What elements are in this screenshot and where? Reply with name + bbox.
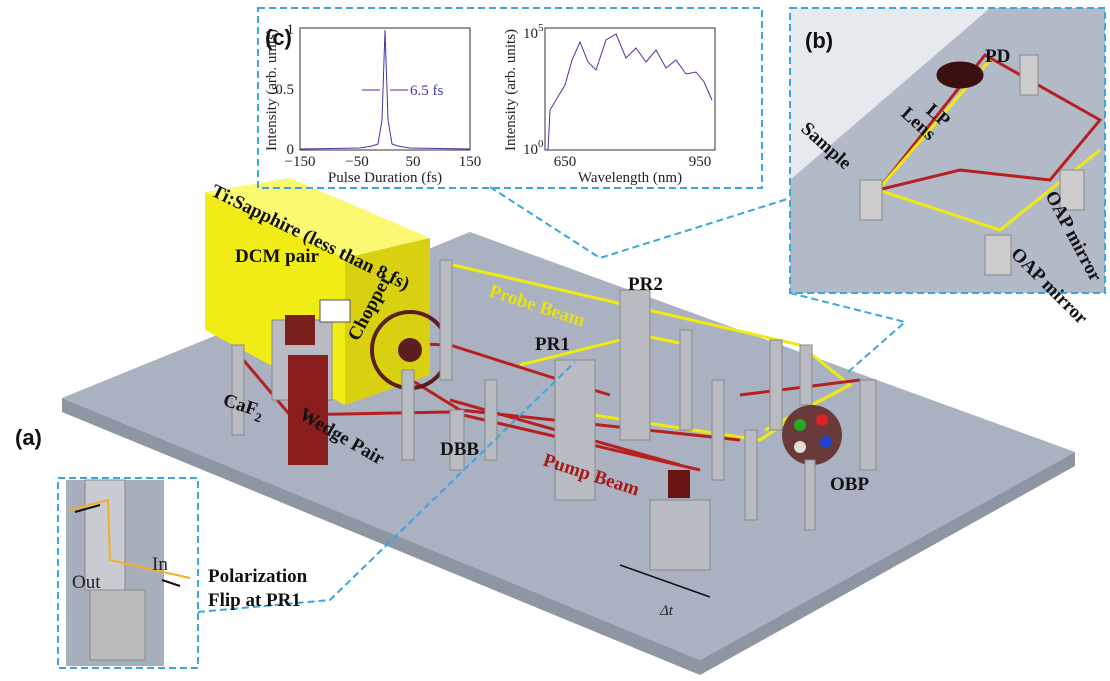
x-tick-label: 950 [689, 154, 712, 170]
shape [320, 300, 350, 322]
shape [745, 430, 757, 520]
pd-label: PD [985, 46, 1010, 67]
shape [1020, 55, 1038, 95]
in-label: In [152, 554, 168, 575]
pr2-label: PR2 [628, 274, 663, 295]
tick-base: 10 [523, 26, 538, 42]
tick-base: 10 [523, 142, 538, 158]
shape [90, 590, 145, 660]
shape [805, 460, 815, 530]
tick-exp: 5 [538, 22, 544, 34]
shape [860, 380, 876, 470]
x-tick-label: 650 [554, 154, 577, 170]
shape [770, 340, 782, 430]
shape [300, 28, 470, 150]
shape [680, 330, 692, 430]
shape [440, 260, 452, 380]
shape [545, 28, 715, 150]
shape [938, 63, 982, 87]
annotation: 6.5 fs [410, 83, 443, 99]
panel-label: (b) [805, 28, 833, 53]
shape [398, 338, 422, 362]
pulse-plot [300, 28, 470, 150]
obp-label: OBP [830, 474, 869, 495]
x-axis-label: Pulse Duration (fs) [328, 170, 442, 186]
shape [402, 370, 414, 460]
y-axis-label: Intensity (arb. units) [264, 29, 280, 151]
shape [490, 187, 800, 258]
shape [800, 345, 812, 405]
caption-line: Polarization [208, 566, 308, 587]
shape [620, 290, 650, 440]
shape [485, 380, 497, 460]
pr1-label: PR1 [535, 334, 570, 355]
spectrum-plot [545, 28, 715, 150]
x-tick-label: 50 [406, 154, 421, 170]
shape [985, 235, 1011, 275]
shape [794, 419, 806, 431]
shape [794, 441, 806, 453]
x-axis-label: Wavelength (nm) [578, 170, 682, 186]
dbb-label: DBB [440, 439, 479, 460]
shape [816, 414, 828, 426]
shape [712, 380, 724, 480]
shape [782, 405, 842, 465]
x-tick-label: 150 [459, 154, 482, 170]
dcm-label: DCM pair [235, 246, 319, 267]
shape [650, 500, 710, 570]
out-label: Out [72, 572, 101, 593]
shape [232, 345, 244, 435]
shape [162, 580, 180, 586]
shape [300, 30, 470, 149]
y-tick-label: 1 [287, 22, 295, 38]
y-tick-label: 105 [523, 22, 544, 42]
y-axis-label: Intensity (arb. units) [503, 29, 519, 151]
shape [820, 436, 832, 448]
shape [860, 180, 882, 220]
caption-line: Flip at PR1 [208, 590, 301, 611]
tick-exp: 0 [538, 138, 544, 150]
figure: Ti:Sapphire (less than 8 fs) DCM pair Ch… [0, 0, 1110, 681]
y-tick-label: 100 [523, 138, 544, 158]
delay-label: Δt [659, 603, 674, 619]
panel-label: (a) [15, 425, 42, 450]
shape [285, 315, 315, 345]
shape [668, 470, 690, 498]
x-tick-label: −50 [345, 154, 368, 170]
y-tick-label: 0 [287, 142, 295, 158]
shape [548, 34, 712, 150]
